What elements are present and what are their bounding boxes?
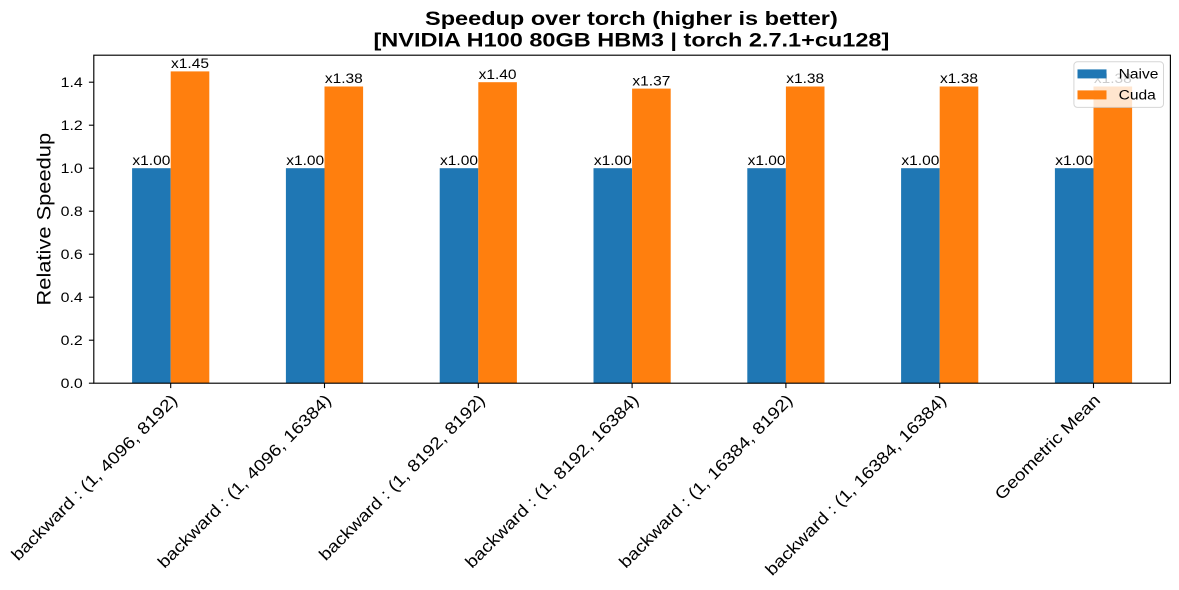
svg-text:0.4: 0.4 [61, 290, 83, 306]
svg-text:0.0: 0.0 [61, 376, 83, 392]
svg-text:Speedup over torch (higher is: Speedup over torch (higher is better) [425, 7, 838, 30]
svg-text:0.2: 0.2 [61, 333, 83, 349]
svg-text:x1.00: x1.00 [901, 154, 939, 169]
svg-text:Relative Speedup: Relative Speedup [33, 133, 55, 306]
svg-text:x1.00: x1.00 [1055, 154, 1093, 169]
svg-text:x1.37: x1.37 [632, 74, 670, 89]
svg-text:x1.00: x1.00 [286, 154, 324, 169]
svg-text:1.0: 1.0 [61, 161, 83, 177]
svg-text:x1.00: x1.00 [594, 154, 632, 169]
svg-text:[NVIDIA H100 80GB HBM3 | torch: [NVIDIA H100 80GB HBM3 | torch 2.7.1+cu1… [373, 29, 889, 52]
svg-text:x1.45: x1.45 [171, 57, 209, 72]
svg-text:1.2: 1.2 [61, 118, 83, 134]
svg-text:x1.38: x1.38 [940, 72, 978, 87]
svg-text:x1.38: x1.38 [786, 72, 824, 87]
svg-text:x1.00: x1.00 [748, 154, 786, 169]
svg-text:Naive: Naive [1119, 67, 1159, 82]
svg-text:0.6: 0.6 [61, 247, 83, 263]
svg-text:x1.38: x1.38 [325, 72, 363, 87]
svg-text:x1.00: x1.00 [440, 154, 478, 169]
svg-text:1.4: 1.4 [61, 75, 83, 91]
svg-text:x1.00: x1.00 [132, 154, 170, 169]
svg-text:x1.40: x1.40 [479, 68, 517, 83]
svg-text:Cuda: Cuda [1119, 88, 1157, 103]
svg-text:0.8: 0.8 [61, 204, 83, 220]
